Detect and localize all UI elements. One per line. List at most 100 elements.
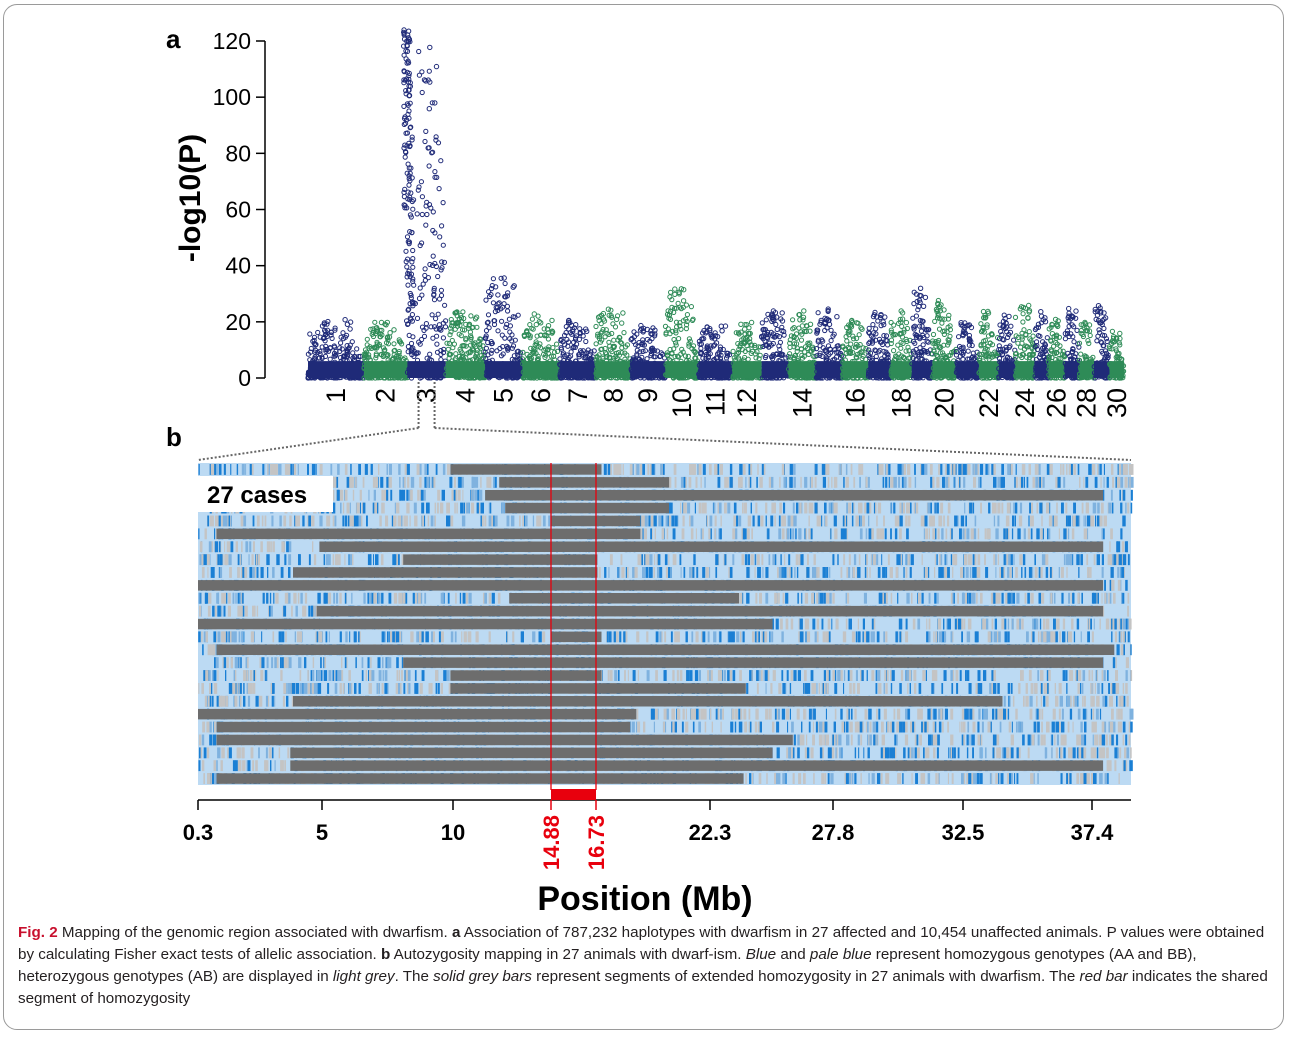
genotype-call — [617, 464, 619, 475]
genotype-call — [1021, 476, 1024, 488]
snp-point — [1095, 333, 1101, 339]
chr-base — [998, 361, 1016, 378]
snp-point — [404, 234, 411, 240]
snp-point — [428, 324, 434, 330]
snp-point — [912, 323, 918, 329]
genotype-call — [1000, 476, 1003, 488]
snp-point — [485, 319, 491, 325]
genotype-call — [964, 464, 967, 475]
genotype-call — [724, 476, 727, 488]
snp-point — [387, 330, 393, 336]
chr-24-points — [1012, 302, 1038, 381]
genotype-call — [416, 464, 419, 475]
snp-point — [510, 343, 517, 349]
genotype-call — [688, 476, 692, 488]
snp-point — [402, 154, 408, 160]
genotype-call — [789, 464, 793, 475]
snp-point — [402, 355, 408, 361]
genotype-call — [858, 464, 861, 475]
snp-point — [488, 339, 494, 345]
snp-point — [489, 283, 495, 289]
snp-point — [440, 335, 446, 341]
genotype-call — [1083, 476, 1085, 488]
snp-point — [965, 348, 971, 354]
snp-point — [419, 240, 425, 246]
snp-point — [354, 346, 360, 352]
snp-point — [790, 317, 796, 323]
chr-19-points — [909, 285, 936, 381]
chr-label-26: 26 — [1042, 388, 1072, 418]
snp-point — [423, 321, 429, 327]
genotype-call — [461, 476, 464, 488]
snp-point — [319, 344, 325, 350]
genotype-call — [386, 464, 389, 475]
genotype-call — [845, 464, 848, 475]
genotype-call — [319, 464, 323, 475]
snp-point — [520, 349, 526, 355]
snp-point — [437, 325, 443, 331]
snp-point — [435, 140, 442, 146]
snp-point — [1087, 332, 1093, 339]
genotype-call — [815, 464, 818, 475]
snp-point — [542, 354, 548, 360]
genotype-call — [1118, 464, 1121, 475]
snp-point — [502, 294, 508, 300]
snp-point — [1073, 308, 1079, 314]
snp-point — [402, 203, 408, 209]
genotype-call — [447, 464, 450, 475]
chr-base — [868, 361, 891, 378]
chr-base — [842, 361, 869, 378]
snp-point — [323, 328, 329, 335]
snp-point — [416, 48, 422, 55]
snp-point — [427, 79, 433, 85]
snp-point — [593, 341, 599, 347]
genotype-call — [332, 476, 337, 488]
chr-label-28: 28 — [1072, 388, 1102, 418]
snp-point — [443, 318, 449, 324]
snp-point — [1074, 327, 1080, 333]
snp-point — [378, 319, 385, 326]
genotype-call — [743, 464, 746, 475]
snp-point — [463, 321, 469, 328]
genotype-call — [991, 464, 993, 475]
genotype-call — [738, 476, 742, 488]
snp-point — [407, 170, 413, 176]
genotype-call — [1092, 464, 1096, 475]
chr-12-points — [730, 319, 765, 381]
genotype-call — [1124, 476, 1128, 488]
snp-point — [499, 332, 505, 338]
snp-point — [485, 352, 491, 358]
snp-point — [408, 349, 414, 355]
genotype-call — [380, 476, 384, 488]
snp-point — [644, 356, 650, 362]
snp-point — [662, 323, 669, 329]
snp-point — [603, 351, 610, 357]
genotype-call — [745, 476, 747, 488]
snp-point — [404, 60, 410, 66]
snp-point — [505, 346, 511, 352]
snp-point — [509, 332, 515, 338]
chr-base — [1079, 361, 1094, 378]
snp-point — [324, 333, 330, 339]
snp-point — [446, 340, 452, 347]
genotype-call — [344, 464, 348, 475]
snp-point — [407, 212, 413, 218]
snp-point — [417, 285, 423, 291]
snp-point — [504, 293, 510, 299]
snp-point — [416, 72, 422, 78]
genotype-call — [893, 476, 897, 488]
genotype-call — [1015, 464, 1017, 475]
genotype-call — [280, 464, 282, 475]
snp-point — [436, 186, 442, 192]
snp-point — [426, 106, 432, 112]
genotype-call — [898, 476, 900, 488]
chr-base — [911, 361, 933, 378]
genotype-call — [388, 476, 390, 488]
snp-point — [1078, 351, 1084, 357]
snp-point — [582, 351, 588, 357]
snp-point — [437, 234, 443, 240]
snp-point — [472, 354, 478, 360]
genotype-call — [673, 464, 677, 475]
chr-3-points — [401, 27, 449, 381]
